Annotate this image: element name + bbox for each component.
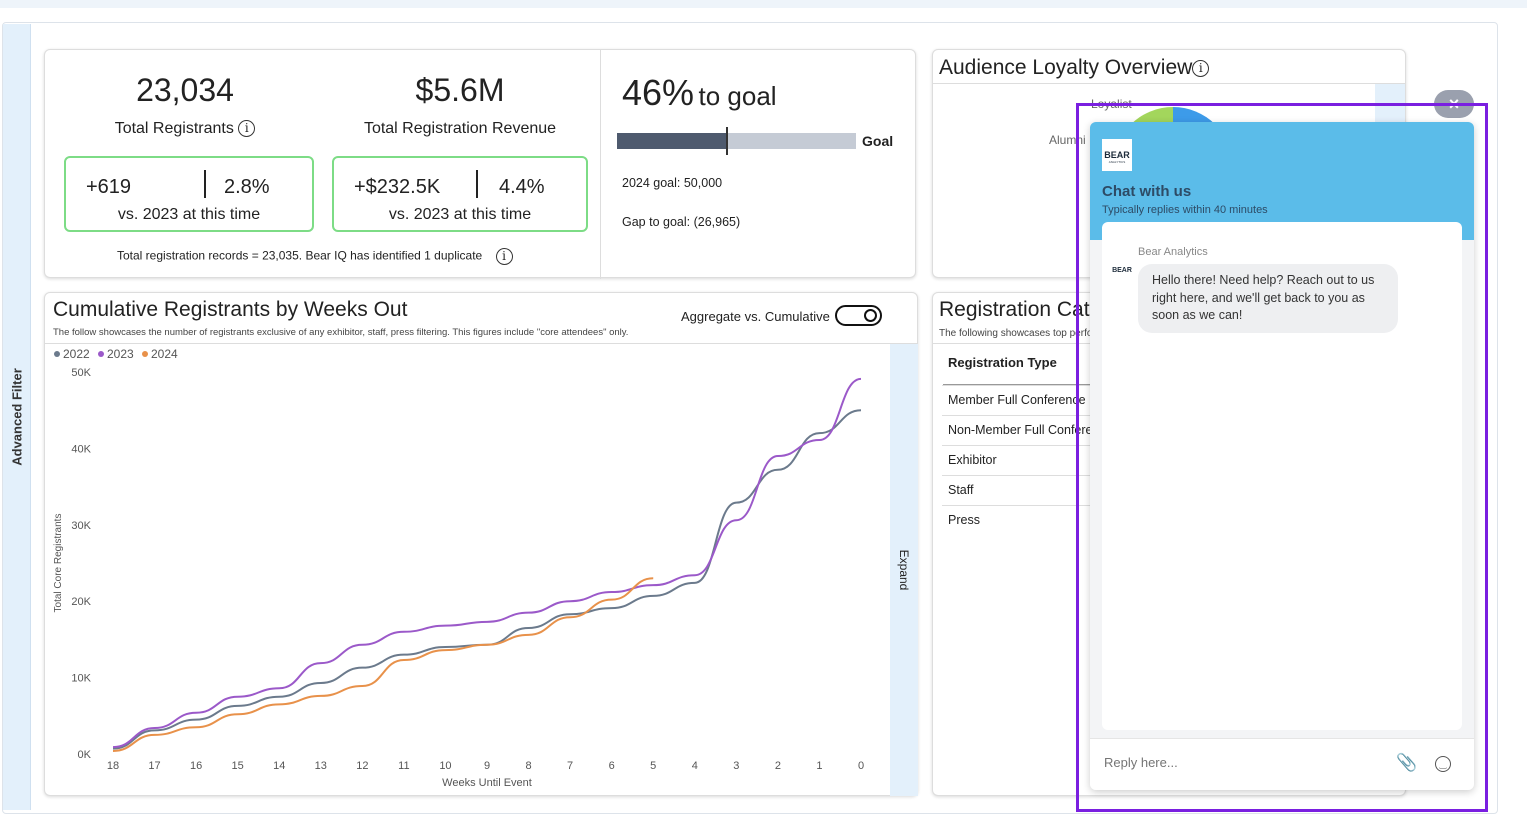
goal-progress-bar [617, 127, 856, 155]
revenue-delta-box: +$232.5K 4.4% vs. 2023 at this time [332, 156, 588, 232]
chat-reply-input[interactable] [1104, 755, 1374, 770]
table-row[interactable]: Staff [942, 475, 1092, 505]
sender-avatar: BEAR [1112, 267, 1132, 274]
chat-messages[interactable]: Bear Analytics BEAR Hello there! Need he… [1102, 222, 1462, 730]
duplicate-footnote: Total registration records = 23,035. Bea… [117, 248, 513, 265]
chat-highlight-border [1076, 103, 1488, 812]
attachment-icon[interactable]: 📎 [1396, 753, 1418, 772]
cumulative-chart-card: Cumulative Registrants by Weeks Out The … [44, 292, 918, 796]
advanced-filter-label: Advanced Filter [9, 368, 24, 466]
total-registrants-value: 23,034 [136, 72, 234, 108]
chart-title: Cumulative Registrants by Weeks Out [53, 298, 408, 321]
delta-pct: 2.8% [224, 176, 270, 198]
kpi-card: 23,034 Total Registrants i $5.6M Total R… [44, 49, 916, 279]
top-bar [0, 0, 1527, 8]
bear-analytics-logo: BEAR ANALYTICS [1102, 139, 1132, 171]
delta-value: +619 [86, 176, 132, 198]
aggregate-cumulative-toggle[interactable] [835, 305, 882, 326]
advanced-filter-tab[interactable]: Advanced Filter [3, 24, 31, 810]
table-row[interactable]: Exhibitor [942, 445, 1092, 475]
delta-value: +$232.5K [354, 176, 441, 198]
table-row[interactable]: Member Full Conference [942, 385, 1092, 415]
gap-text: Gap to goal: (26,965) [622, 215, 741, 229]
total-revenue-label: Total Registration Revenue [363, 120, 557, 137]
emoji-icon[interactable]: ‿ [1435, 756, 1451, 772]
registrants-delta-box: +619 2.8% vs. 2023 at this time [64, 156, 314, 232]
goal-text: 2024 goal: 50,000 [622, 176, 723, 190]
goal-bar-label: Goal [862, 133, 894, 149]
table-row[interactable]: Non-Member Full Conference [942, 415, 1092, 445]
expand-tab[interactable]: Expand [890, 344, 918, 796]
total-revenue-value: $5.6M [415, 72, 505, 108]
chat-subtitle: Typically replies within 40 minutes [1102, 204, 1268, 216]
info-icon[interactable]: i [238, 120, 256, 138]
table-row[interactable]: Press [942, 505, 1092, 535]
goal-heading: 46% to goal [622, 72, 777, 113]
message-bubble: Hello there! Need help? Reach out to us … [1138, 264, 1398, 333]
regcat-title: Registration Cat [939, 298, 1090, 321]
regcat-subtitle: The following showcases top perfo [939, 328, 1093, 339]
message-sender: Bear Analytics [1138, 246, 1208, 258]
chat-title: Chat with us [1102, 183, 1192, 200]
info-icon[interactable]: i [495, 248, 513, 265]
chat-widget: BEAR ANALYTICS Chat with us Typically rep… [1090, 122, 1474, 790]
toggle-label: Aggregate vs. Cumulative [681, 309, 830, 324]
delta-pct: 4.4% [499, 176, 545, 198]
loyalty-title: Audience Loyalty Overview i [939, 56, 1210, 80]
total-registrants-label: Total Registrants i [55, 120, 315, 138]
info-icon[interactable]: i [1192, 59, 1210, 77]
compare-text: vs. 2023 at this time [388, 206, 532, 223]
chart-subtitle: The follow showcases the number of regis… [53, 327, 629, 338]
regcat-header: Registration Type [948, 355, 1057, 370]
compare-text: vs. 2023 at this time [117, 206, 261, 223]
